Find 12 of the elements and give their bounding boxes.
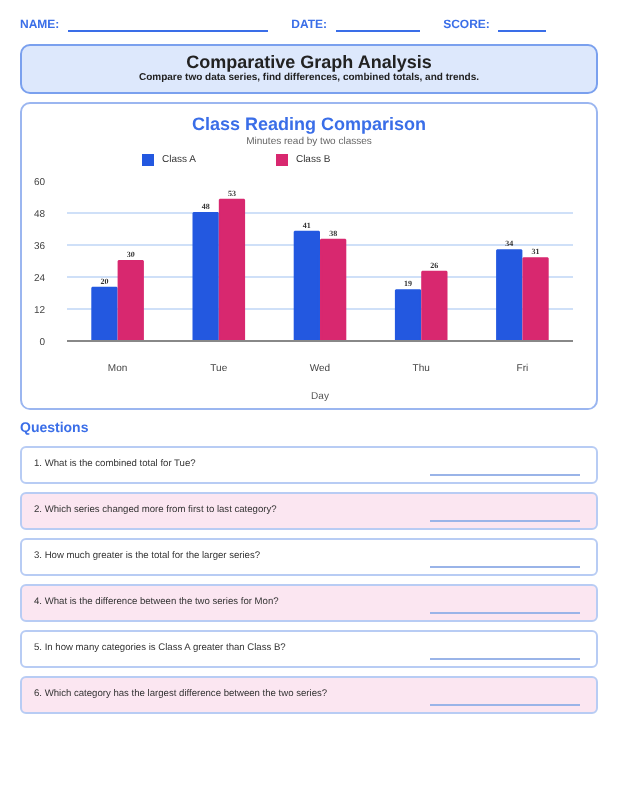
bar <box>496 249 523 341</box>
bar <box>522 257 549 341</box>
bar <box>117 260 144 341</box>
bar <box>421 270 448 341</box>
bar <box>192 212 219 341</box>
chart-title: Class Reading Comparison <box>189 114 429 134</box>
bar <box>218 198 246 341</box>
bar <box>320 238 347 341</box>
bar <box>293 230 320 341</box>
text: Comparative Graph Analysis <box>184 52 434 72</box>
bar <box>91 286 118 341</box>
bar <box>394 289 422 341</box>
